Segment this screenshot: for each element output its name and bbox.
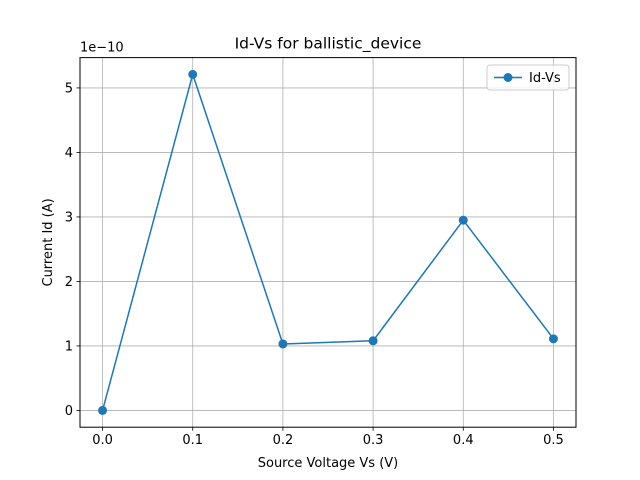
x-tick-label: 0.1 (182, 433, 203, 448)
y-tick-label: 4 (65, 146, 73, 161)
y-axis-label: Current Id (A) (41, 198, 56, 286)
data-point (278, 339, 288, 349)
x-tick-label: 0.5 (543, 433, 564, 448)
chart-title: Id-Vs for ballistic_device (235, 35, 422, 54)
legend-marker-swatch (503, 73, 513, 82)
data-point (548, 334, 558, 344)
x-tick-label: 0.2 (273, 433, 294, 448)
data-point (98, 405, 108, 415)
plot-frame (79, 57, 577, 428)
y-scale-offset-label: 1e−10 (80, 41, 124, 56)
x-tick-label: 0.4 (453, 433, 474, 448)
data-point (188, 69, 198, 79)
y-tick-label: 1 (65, 339, 73, 354)
legend-label: Id-Vs (529, 71, 561, 86)
data-point (458, 215, 468, 225)
y-tick-label: 0 (65, 404, 73, 419)
x-tick-label: 0.3 (363, 433, 384, 448)
series-layer (98, 69, 558, 415)
legend-box (486, 64, 570, 91)
y-tick-label: 5 (65, 81, 73, 96)
data-point (368, 336, 378, 346)
ticks: 0.0 0.1 0.2 0.3 0.4 0.5 0 1 2 3 4 5 (65, 81, 564, 448)
y-tick-label: 3 (65, 210, 73, 225)
legend: Id-Vs (486, 64, 570, 91)
x-tick-label: 0.0 (92, 433, 113, 448)
series-line (101, 73, 555, 411)
y-tick-label: 2 (65, 275, 73, 290)
x-axis-label: Source Voltage Vs (V) (258, 456, 399, 471)
grid (80, 57, 576, 428)
